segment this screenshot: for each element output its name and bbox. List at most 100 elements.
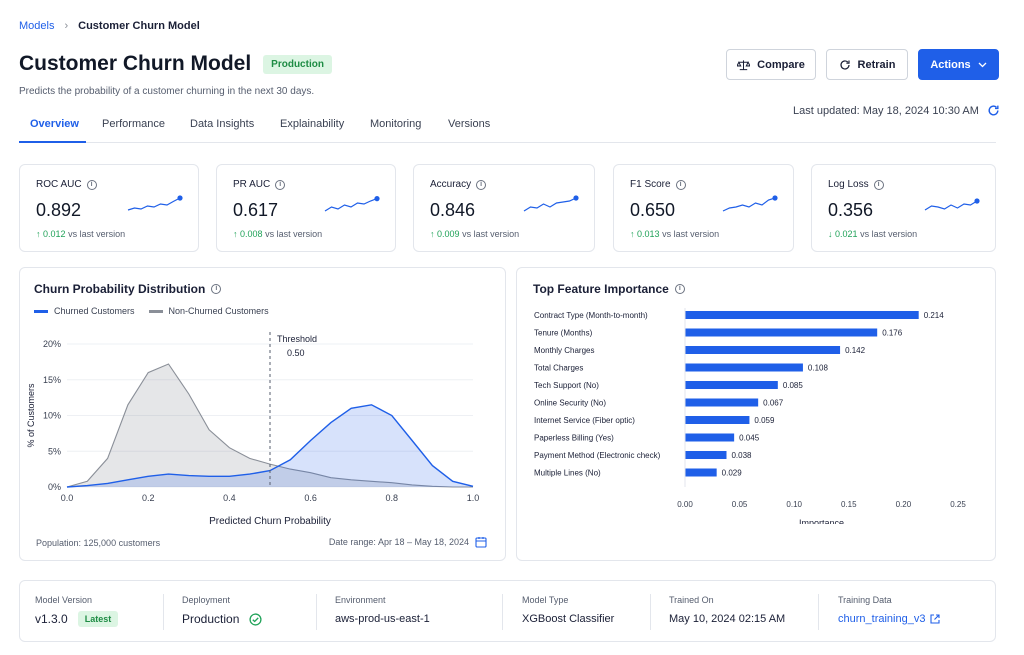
x-tick-label: 0.10 — [786, 500, 802, 509]
deployment-label: Deployment — [182, 595, 231, 605]
churn-distribution-card: Churn Probability Distribution i Churned… — [19, 267, 506, 561]
metric-delta-row: ↓ 0.021 vs last version — [828, 229, 917, 239]
tab-performance[interactable]: Performance — [102, 118, 165, 130]
x-tick-label: 0.4 — [223, 493, 236, 503]
distribution-legend: Churned Customers Non-Churned Customers — [34, 306, 269, 316]
threshold-value: 0.50 — [287, 348, 305, 358]
refresh-data-icon[interactable] — [987, 104, 1000, 117]
model-version-label: Model Version — [35, 595, 93, 605]
environment-label: Environment — [335, 595, 386, 605]
info-icon[interactable]: i — [275, 179, 286, 190]
x-tick-label: 0.00 — [677, 500, 693, 509]
x-axis-label: Importance — [799, 518, 844, 524]
sparkline-end-point — [772, 195, 778, 201]
date-range[interactable]: Date range: Apr 18 – May 18, 2024 — [329, 536, 487, 548]
tab-data-insights[interactable]: Data Insights — [190, 118, 255, 130]
series-non-churned-area-fill — [67, 364, 473, 487]
feature-bar[interactable] — [685, 363, 803, 372]
tab-explainability[interactable]: Explainability — [280, 118, 345, 130]
feature-label: Payment Method (Electronic check) — [534, 451, 661, 460]
feature-bar[interactable] — [685, 468, 717, 477]
tab-overview[interactable]: Overview — [30, 118, 79, 130]
info-icon[interactable]: i — [675, 179, 686, 190]
tab-monitoring[interactable]: Monitoring — [370, 118, 422, 130]
training-data-label: Training Data — [838, 595, 892, 605]
series-churned-area-fill — [67, 404, 473, 487]
sparkline-line — [127, 197, 181, 211]
legend-label: Churned Customers — [54, 306, 135, 316]
metric-card-accuracy: Accuracy i 0.846 ↑ 0.009 vs last version — [413, 164, 595, 252]
arrow-up-icon: ↑ — [36, 229, 41, 239]
feature-value-label: 0.059 — [754, 416, 775, 425]
sparkline-line — [722, 197, 776, 212]
feature-bar[interactable] — [685, 346, 841, 354]
y-tick-label: 0% — [48, 482, 61, 492]
sparkline — [924, 198, 980, 211]
last-updated: Last updated: May 18, 2024 10:30 AM — [793, 104, 1000, 117]
footer-divider — [163, 594, 164, 630]
model-version-row: v1.3.0 Latest — [35, 611, 119, 627]
y-tick-label: 20% — [43, 339, 61, 349]
feature-label: Contract Type (Month-to-month) — [534, 311, 648, 320]
metric-title-row: Log Loss i — [828, 179, 884, 190]
feature-bar[interactable] — [685, 381, 778, 389]
legend-item-churned[interactable]: Churned Customers — [34, 306, 135, 316]
latest-badge: Latest — [77, 611, 119, 627]
metric-delta: 0.009 — [437, 229, 460, 239]
compare-button[interactable]: Compare — [726, 49, 816, 80]
feature-label: Tenure (Months) — [534, 329, 593, 338]
page-title: Customer Churn Model — [19, 52, 252, 75]
feature-bar[interactable] — [685, 311, 919, 319]
feature-bar[interactable] — [685, 433, 735, 442]
actions-button[interactable]: Actions — [918, 49, 999, 80]
breadcrumb: Models › Customer Churn Model — [19, 20, 200, 32]
metric-card-f1-score: F1 Score i 0.650 ↑ 0.013 vs last version — [613, 164, 794, 252]
deployment-value: Production — [182, 612, 240, 626]
footer-divider — [502, 594, 503, 630]
feature-bar[interactable] — [685, 328, 878, 337]
calendar-icon[interactable] — [475, 536, 487, 548]
feature-value-label: 0.045 — [739, 434, 760, 443]
chevron-down-icon — [978, 62, 987, 67]
feature-value-label: 0.142 — [845, 346, 866, 355]
metric-title-row: F1 Score i — [630, 179, 686, 190]
metric-delta: 0.021 — [835, 229, 858, 239]
feature-importance-card: Top Feature Importance i Contract Type (… — [516, 267, 996, 561]
legend-swatch-non-churned — [148, 309, 163, 313]
feature-label: Multiple Lines (No) — [534, 469, 601, 478]
feature-value-label: 0.176 — [882, 329, 903, 338]
legend-label: Non-Churned Customers — [168, 306, 269, 316]
info-icon[interactable]: i — [873, 179, 884, 190]
feature-label: Monthly Charges — [534, 346, 594, 355]
info-icon[interactable]: i — [674, 284, 685, 294]
feature-bar[interactable] — [685, 451, 727, 459]
feature-value-label: 0.038 — [731, 451, 752, 460]
retrain-button[interactable]: Retrain — [826, 49, 908, 80]
info-icon[interactable]: i — [86, 179, 97, 190]
tab-active-indicator — [19, 141, 86, 143]
arrow-down-icon: ↓ — [828, 229, 833, 239]
scale-icon — [737, 59, 751, 70]
sparkline-end-point — [573, 195, 579, 201]
info-icon[interactable]: i — [476, 179, 487, 190]
environment-value: aws-prod-us-east-1 — [335, 613, 430, 625]
metric-delta-row: ↑ 0.008 vs last version — [233, 229, 322, 239]
tab-versions[interactable]: Versions — [448, 118, 491, 130]
x-tick-label: 0.2 — [142, 493, 155, 503]
metric-delta: 0.013 — [637, 229, 660, 239]
feature-bar[interactable] — [685, 398, 759, 407]
y-tick-label: 5% — [48, 446, 61, 456]
model-version-value: v1.3.0 — [35, 612, 68, 626]
deployment-row: Production — [182, 612, 262, 626]
feature-value-label: 0.108 — [808, 364, 829, 373]
arrow-up-icon: ↑ — [233, 229, 238, 239]
training-data-link[interactable]: churn_training_v3 — [838, 613, 941, 625]
status-badge: Production — [263, 54, 332, 74]
compare-button-label: Compare — [757, 58, 805, 71]
info-icon[interactable]: i — [211, 284, 222, 294]
breadcrumb-models-link[interactable]: Models — [19, 20, 55, 32]
legend-item-non-churned[interactable]: Non-Churned Customers — [148, 306, 269, 316]
metric-title: PR AUC — [233, 179, 271, 190]
feature-bar[interactable] — [685, 416, 750, 424]
metric-title: Accuracy — [430, 179, 472, 190]
